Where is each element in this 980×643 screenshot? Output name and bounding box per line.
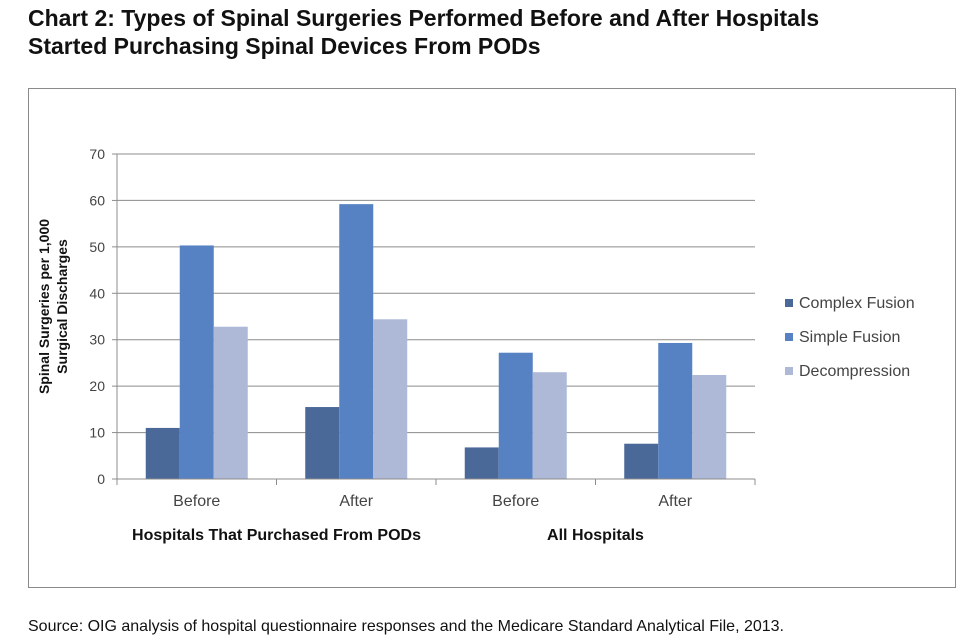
legend-label: Decompression (799, 363, 910, 380)
y-tick-label: 20 (89, 378, 105, 394)
bar (373, 319, 408, 479)
bar (145, 427, 180, 479)
y-tick-label: 60 (89, 192, 105, 208)
bar (532, 372, 567, 479)
bar (624, 443, 659, 479)
legend-swatch (785, 333, 793, 341)
x-tick-label: Before (492, 493, 539, 510)
bar (305, 407, 340, 479)
chart-title-line-1: Chart 2: Types of Spinal Surgeries Perfo… (28, 5, 820, 31)
category-group-label: All Hospitals (547, 527, 644, 544)
bar (658, 342, 693, 479)
y-tick-label: 0 (97, 471, 105, 487)
category-group-label: Hospitals That Purchased From PODs (132, 527, 421, 544)
x-tick-label: After (339, 493, 373, 510)
chart-frame: 0 10 20 30 40 50 60 70 Before After Before After Hos… (28, 88, 956, 588)
legend-swatch (785, 367, 793, 375)
y-tick-label: 50 (89, 239, 105, 255)
x-tick-label: Before (173, 493, 220, 510)
source-note: Source: OIG analysis of hospital questio… (28, 618, 784, 635)
bar (498, 352, 533, 479)
y-tick-label: 40 (89, 285, 105, 301)
y-axis-label-line-1: Spinal Surgeries per 1,000 (36, 219, 52, 394)
bar (692, 375, 727, 479)
legend-swatch (785, 299, 793, 307)
y-tick-label: 70 (89, 146, 105, 162)
y-tick-label: 30 (89, 332, 105, 348)
legend-label: Complex Fusion (799, 295, 915, 312)
bar-chart: 0 10 20 30 40 50 60 70 Before After Before After Hos… (36, 146, 915, 544)
bar (464, 447, 499, 479)
bar (339, 204, 374, 479)
x-tick-label: After (658, 493, 692, 510)
bar (213, 326, 248, 479)
y-tick-label: 10 (89, 425, 105, 441)
chart-title: Chart 2: Types of Spinal Surgeries Perfo… (28, 4, 978, 60)
bar (179, 245, 214, 479)
legend-label: Simple Fusion (799, 329, 900, 346)
y-axis-label-line-2: Surgical Discharges (54, 239, 70, 374)
chart-title-line-2: Started Purchasing Spinal Devices From P… (28, 33, 541, 59)
